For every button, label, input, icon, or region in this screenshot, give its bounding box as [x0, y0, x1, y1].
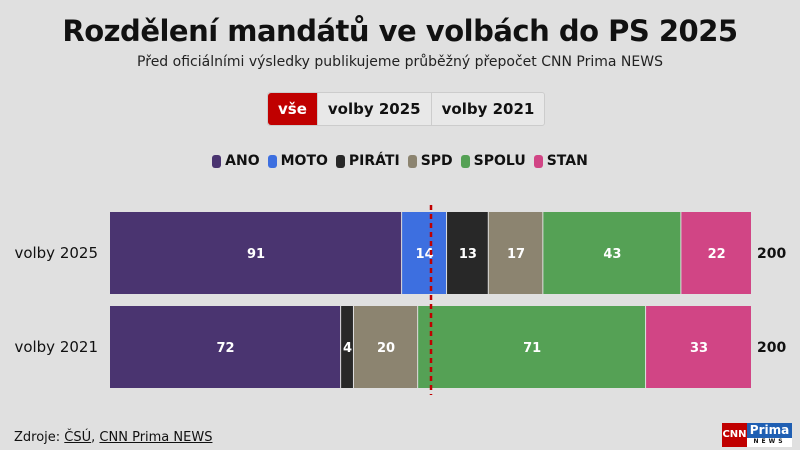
chart-subtitle: Před oficiálními výsledky publikujeme pr… — [137, 54, 663, 70]
category-label: volby 2025 — [14, 244, 98, 262]
legend-item: ANO — [212, 153, 260, 169]
legend-label: SPOLU — [473, 153, 526, 169]
data-label: 91 — [247, 247, 265, 262]
bar-segment — [543, 212, 681, 294]
source-link-csu[interactable]: ČSÚ — [64, 430, 92, 445]
legend-swatch — [533, 154, 543, 168]
data-label: 13 — [459, 247, 477, 262]
bar-segment — [447, 212, 488, 294]
legend-swatch — [267, 154, 277, 168]
legend-swatch — [212, 154, 222, 168]
total-label: 200 — [757, 340, 786, 356]
category-label: volby 2021 — [14, 338, 98, 356]
legend-label: PIRÁTI — [348, 153, 400, 169]
legend-item: STAN — [533, 153, 588, 169]
bar-segment — [488, 212, 543, 294]
legend-label: MOTO — [280, 153, 328, 169]
legend-item: SPOLU — [460, 153, 526, 169]
data-label: 4 — [343, 341, 352, 356]
bar-segment — [402, 212, 447, 294]
data-label: 71 — [523, 341, 541, 356]
bar-segment — [110, 306, 341, 388]
data-label: 43 — [603, 247, 621, 262]
data-label: 72 — [217, 341, 235, 356]
data-label: 33 — [690, 341, 708, 356]
legend-swatch — [335, 154, 345, 168]
source-note: Zdroje: ČSÚ, CNN Prima NEWS — [14, 430, 212, 445]
cnn-prima-news-logo: CNN Prima NEWS — [722, 423, 792, 447]
source-link-cnn[interactable]: CNN Prima NEWS — [99, 430, 213, 445]
legend-swatch — [460, 154, 470, 168]
tab-2021[interactable]: volby 2021 — [430, 93, 545, 125]
tab-all[interactable]: vše — [268, 93, 317, 125]
data-label: 17 — [507, 247, 525, 262]
bar-segment — [341, 306, 353, 388]
bar-segment — [681, 212, 751, 294]
bar-segment — [646, 306, 751, 388]
total-label: 200 — [757, 246, 786, 262]
legend-item: MOTO — [267, 153, 328, 169]
legend-item: SPD — [407, 153, 453, 169]
legend: ANO MOTO PIRÁTI SPD SPOLU STAN — [0, 153, 800, 169]
legend-label: ANO — [225, 153, 260, 169]
bar-segment — [418, 306, 646, 388]
chart-title: Rozdělení mandátů ve volbách do PS 2025 — [62, 14, 738, 48]
legend-label: SPD — [420, 153, 453, 169]
bar-segment — [110, 212, 402, 294]
legend-item: PIRÁTI — [335, 153, 400, 169]
tab-2025[interactable]: volby 2025 — [316, 93, 431, 125]
legend-label: STAN — [546, 153, 588, 169]
source-prefix: Zdroje: — [14, 430, 65, 445]
source-sep: , — [91, 430, 100, 445]
legend-swatch — [407, 154, 417, 168]
data-label: 14 — [416, 247, 434, 262]
bar-segment — [353, 306, 418, 388]
data-label: 22 — [708, 247, 726, 262]
view-tabs: vše volby 2025 volby 2021 — [267, 92, 546, 126]
data-label: 20 — [377, 341, 395, 356]
